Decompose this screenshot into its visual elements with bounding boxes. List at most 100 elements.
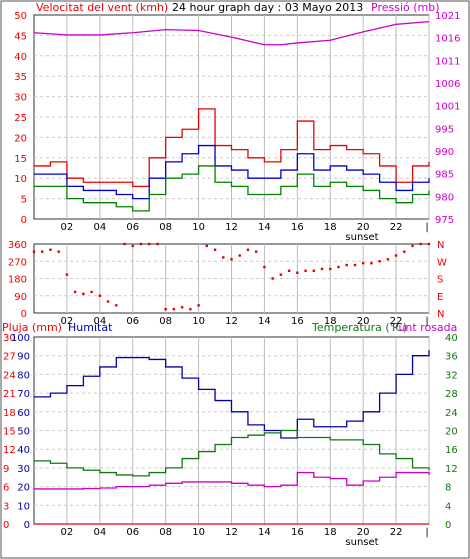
direction-axis-tick: 0: [21, 309, 27, 320]
x-tick-label: 16: [291, 222, 304, 233]
direction-point: [213, 248, 217, 251]
direction-point: [139, 242, 143, 246]
temperature-axis-title: Temperatura (°C): [311, 321, 407, 334]
direction-point: [279, 273, 283, 276]
compass-label: S: [437, 275, 443, 286]
panel3-axis-labels: 02 04 06 08 10 12 14 16 18 20 22 |03691215182124273…: [3, 333, 458, 548]
pressure-axis-tick: 990: [435, 147, 454, 158]
rain-axis-tick: 21: [3, 389, 16, 400]
humidity-axis-tick: 90: [17, 352, 30, 363]
dewpoint-series-line: [34, 471, 430, 490]
direction-point: [106, 300, 110, 303]
x-tick-label: 20: [357, 316, 370, 327]
chart-title: 24 hour graph day : 03 Mayo 2013: [172, 1, 363, 14]
x-tick-label: 08: [159, 316, 172, 327]
humidity-axis-tick: 100: [11, 333, 30, 344]
wind-axis-tick: 0: [21, 215, 27, 226]
x-tick-label: 16: [291, 316, 304, 327]
direction-point: [287, 269, 291, 273]
temperature-axis-tick: 20: [445, 427, 458, 438]
rain-axis-tick: 15: [3, 427, 16, 438]
direction-point: [230, 258, 233, 261]
direction-axis-tick: 90: [14, 292, 27, 303]
wind-axis-tick: 45: [14, 31, 27, 42]
humidity-axis-tick: 50: [17, 427, 30, 438]
rain-axis-tick: 30: [3, 333, 16, 344]
x-tick-label: 14: [258, 222, 271, 233]
x-tick-label: 18: [324, 316, 337, 327]
x-tick-label: 12: [225, 527, 238, 538]
temperature-axis-tick: 8: [445, 483, 451, 494]
avg-series-line: [34, 144, 430, 200]
humidity-axis-tick: 40: [17, 445, 30, 456]
rain-axis-tick: 12: [3, 445, 16, 456]
x-tick-label: 04: [93, 222, 106, 233]
direction-point: [296, 271, 299, 274]
direction-point: [403, 250, 406, 253]
x-tick-label: |: [425, 527, 428, 538]
direction-point: [32, 250, 36, 253]
direction-axis-tick: 360: [8, 240, 27, 251]
x-tick-label: 06: [126, 222, 139, 233]
direction-point: [90, 290, 93, 294]
x-tick-label: 14: [258, 316, 271, 327]
temperature-axis-tick: 0: [445, 520, 451, 531]
wind-axis-tick: 10: [14, 174, 27, 185]
direction-point: [254, 250, 258, 253]
temperature-axis-tick: 32: [445, 370, 458, 381]
direction-point: [49, 248, 52, 251]
x-tick-label: 12: [225, 316, 238, 327]
x-tick-label: 02: [61, 222, 74, 233]
rain-axis-tick: 27: [3, 352, 16, 363]
pressure-axis-tick: 1006: [435, 79, 460, 90]
wind-axis-tick: 35: [14, 72, 27, 83]
temperature-axis-tick: 16: [445, 445, 458, 456]
panel3-series: [34, 350, 430, 525]
panel2-grid: [34, 244, 430, 313]
direction-axis-tick: 270: [8, 257, 27, 268]
direction-point: [197, 304, 200, 307]
direction-point: [361, 261, 365, 265]
pressure-axis-tick: 975: [435, 215, 454, 226]
gust-series-line: [34, 108, 430, 188]
compass-label: W: [437, 257, 447, 268]
humidity-axis-tick: 0: [24, 520, 30, 531]
direction-point: [172, 307, 176, 311]
sunset-label: sunset: [345, 537, 378, 548]
direction-point: [337, 265, 340, 269]
direction-point: [238, 254, 241, 257]
pressure-axis-tick: 1016: [435, 34, 460, 45]
direction-point: [427, 242, 431, 246]
direction-point: [115, 304, 118, 307]
x-tick-label: 10: [192, 222, 205, 233]
direction-point: [222, 256, 225, 259]
direction-axis-tick: 180: [8, 275, 27, 286]
temperature-axis-tick: 4: [445, 501, 451, 512]
sunset-label: sunset: [345, 232, 378, 243]
direction-point: [180, 306, 184, 309]
pressure-axis-tick: 1001: [435, 102, 460, 113]
direction-point: [41, 250, 44, 253]
x-tick-label: 02: [61, 316, 74, 327]
x-tick-label: 20: [357, 222, 370, 233]
x-tick-label: 06: [126, 527, 139, 538]
x-tick-label: 10: [192, 316, 205, 327]
pressure-axis-tick: 1021: [435, 11, 460, 22]
humidity-axis-tick: 10: [17, 501, 30, 512]
x-tick-label: |: [425, 222, 428, 233]
pressure-axis-title: Pressió (mb): [371, 1, 440, 14]
direction-point: [394, 254, 398, 257]
direction-point: [320, 267, 324, 271]
direction-point: [189, 307, 192, 311]
panel1-series: [33, 21, 430, 212]
temperature-series-line: [34, 429, 430, 477]
direction-point: [353, 263, 357, 267]
humidity-axis-tick: 80: [17, 370, 30, 381]
direction-point: [131, 244, 134, 248]
humidity-axis-title: Humitat: [68, 321, 113, 334]
direction-point: [312, 269, 315, 273]
compass-label: N: [437, 309, 444, 320]
rain-axis-tick: 9: [3, 464, 9, 475]
